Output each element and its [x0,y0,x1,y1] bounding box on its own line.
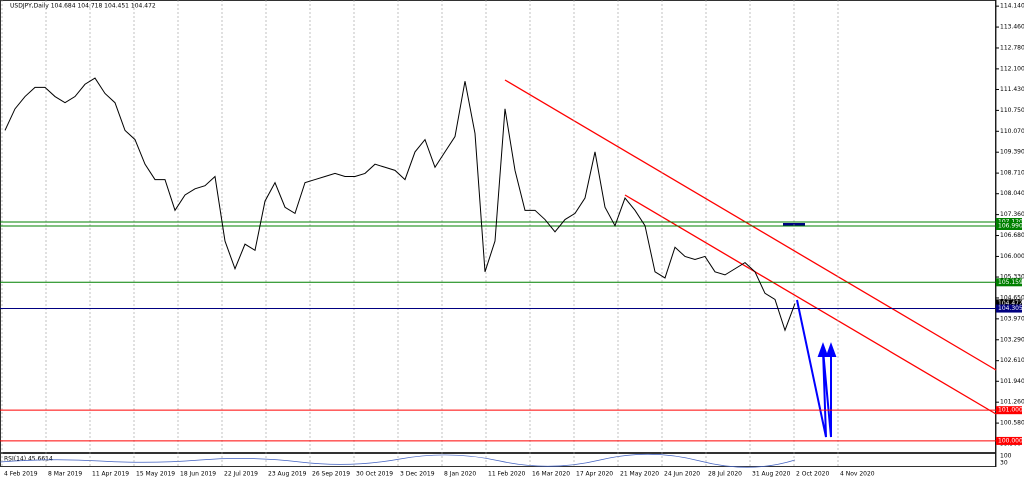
indicator-line [0,453,796,468]
y-tick-label: 108.040 [1000,190,1024,197]
level-label: 105.159 [998,279,1023,286]
y-tick-label: 110.070 [1000,128,1024,135]
x-tick-label: 8 Mar 2019 [48,471,82,478]
trend-line [504,79,997,371]
level-badge [996,299,1022,308]
trend-line [624,194,997,415]
x-tick-label: 31 Aug 2020 [752,471,791,478]
y-tick-label: 112.780 [1000,44,1024,51]
level-label: 100.000 [998,437,1023,444]
y-tick-label: 114.140 [1000,3,1024,10]
x-tick-label: 11 Feb 2020 [488,471,526,478]
level-badge [996,304,1022,313]
y-tick-label: 100.580 [1000,420,1024,427]
y-tick-label: 101.940 [1000,378,1024,385]
price-line [4,77,796,332]
y-tick-label: 106.000 [1000,253,1024,260]
x-tick-label: 8 Jan 2020 [444,471,476,478]
x-tick-label: 16 Mar 2020 [532,471,570,478]
x-tick-label: 11 Apr 2019 [92,471,129,478]
x-tick-label: 18 Jun 2019 [180,471,216,478]
y-tick-label: 103.290 [1000,336,1024,343]
x-tick-label: 28 Jul 2020 [708,471,742,478]
y-tick-label: 106.680 [1000,232,1024,239]
level-label: 104.472 [998,300,1023,307]
x-tick-label: 4 Feb 2019 [4,471,38,478]
x-tick-label: 3 Dec 2019 [400,471,435,478]
level-badge [996,222,1022,230]
y-tick-label: 107.360 [1000,211,1024,218]
level-label: 101.000 [998,407,1023,414]
y-tick-label: 101.260 [1000,399,1024,406]
indicator-tick: 100 [1000,453,1012,460]
y-tick-label: 111.430 [1000,86,1024,93]
level-badge [996,406,1022,415]
x-tick-label: 23 Aug 2019 [268,471,307,478]
x-tick-label: 21 May 2020 [620,471,659,478]
x-tick-label: 26 Sep 2019 [312,471,350,478]
y-tick-label: 108.710 [1000,170,1024,177]
indicator-label: RSI(14) 45.6614 [4,456,53,463]
level-label: 104.305 [998,305,1023,312]
x-tick-label: 2 Oct 2020 [796,471,829,478]
x-tick-label: 17 Apr 2020 [576,471,613,478]
x-tick-label: 24 Jun 2020 [664,471,700,478]
x-tick-label: 30 Oct 2019 [356,471,393,478]
level-label: 106.990 [998,223,1023,230]
x-tick-label: 15 May 2019 [136,471,175,478]
projection-arrows [796,299,837,438]
chart-title: USDJPY,Daily 104.684 104.718 104.451 104… [10,3,156,10]
y-tick-label: 104.650 [1000,294,1024,301]
y-tick-label: 110.750 [1000,107,1024,114]
y-tick-label: 105.330 [1000,274,1024,281]
level-badge [996,436,1022,445]
y-tick-label: 113.460 [1000,24,1024,31]
y-tick-label: 103.970 [1000,315,1024,322]
x-tick-label: 22 Jul 2019 [224,471,258,478]
indicator-tick: 30 [1000,460,1008,467]
indicator-frame [0,453,996,467]
y-tick-label: 102.610 [1000,357,1024,364]
x-tick-label: 4 Nov 2020 [840,471,875,478]
y-tick-label: 112.100 [1000,65,1024,72]
level-badge [996,278,1022,287]
y-tick-label: 109.390 [1000,149,1024,156]
